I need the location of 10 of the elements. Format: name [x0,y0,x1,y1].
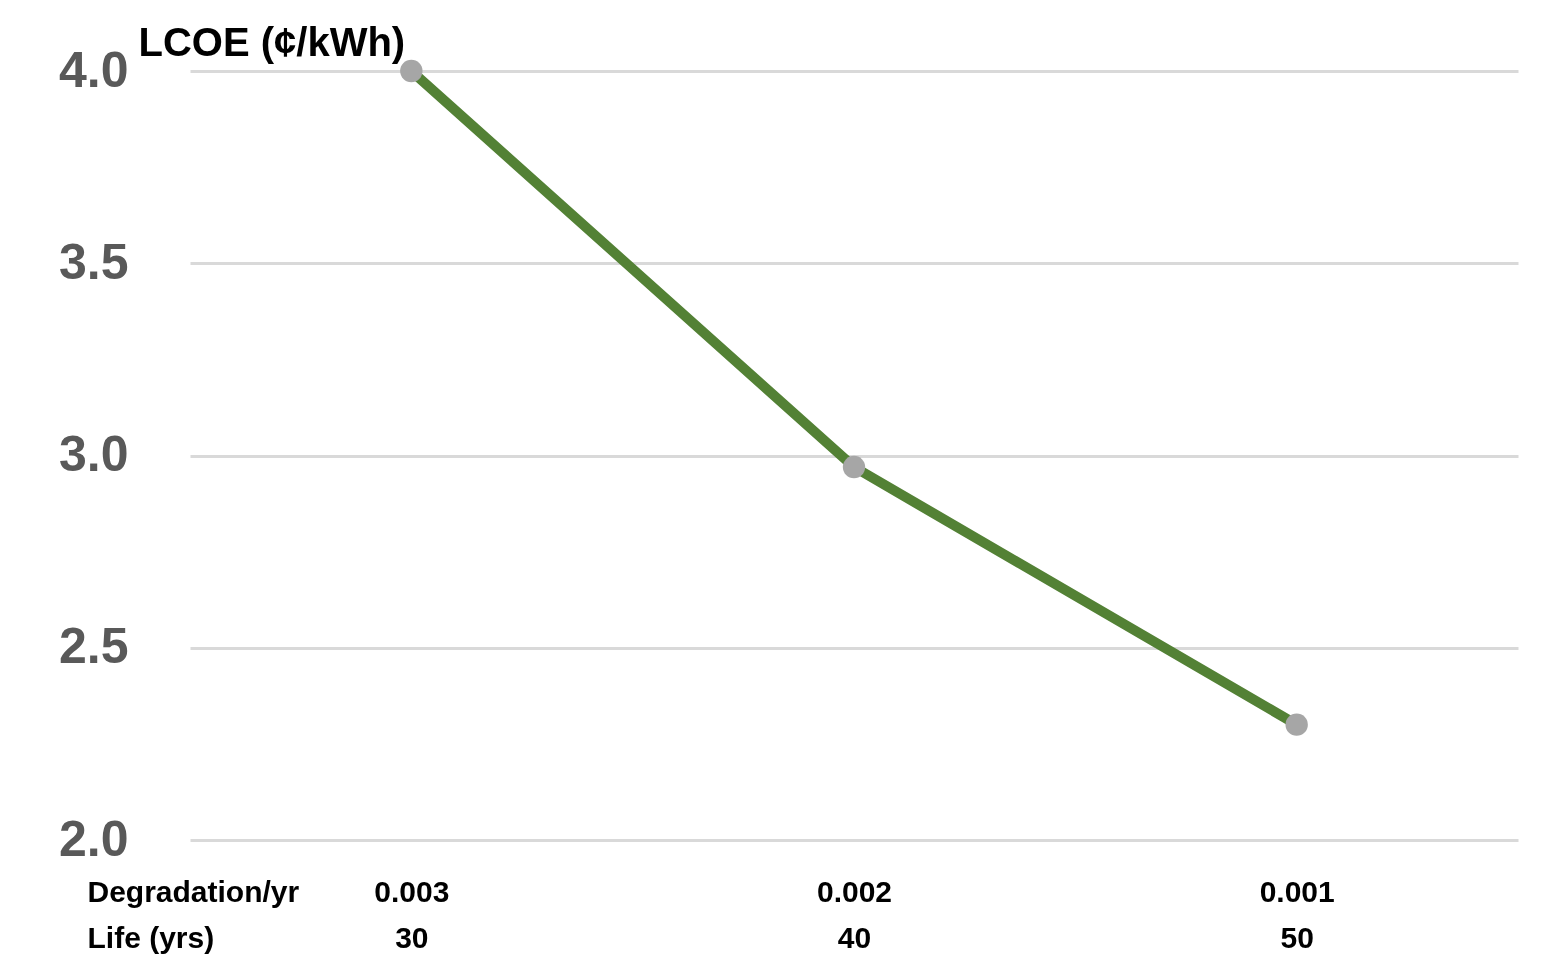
x-tick-label: 0.003 30 [374,874,450,954]
y-tick-label: 4.0 [58,41,129,98]
x-axis-title: Degradation/yr Life (yrs) [87,874,300,954]
y-axis-title: LCOE (¢/kWh) [138,19,406,64]
y-tick-label: 3.5 [58,233,129,290]
y-tick-label: 2.0 [58,810,129,867]
y-tick-label: 3.0 [58,426,129,482]
y-tick-label: 2.5 [58,618,129,675]
x-tick-label: 0.002 40 [816,874,893,954]
x-tick-label: 0.001 50 [1259,874,1335,954]
